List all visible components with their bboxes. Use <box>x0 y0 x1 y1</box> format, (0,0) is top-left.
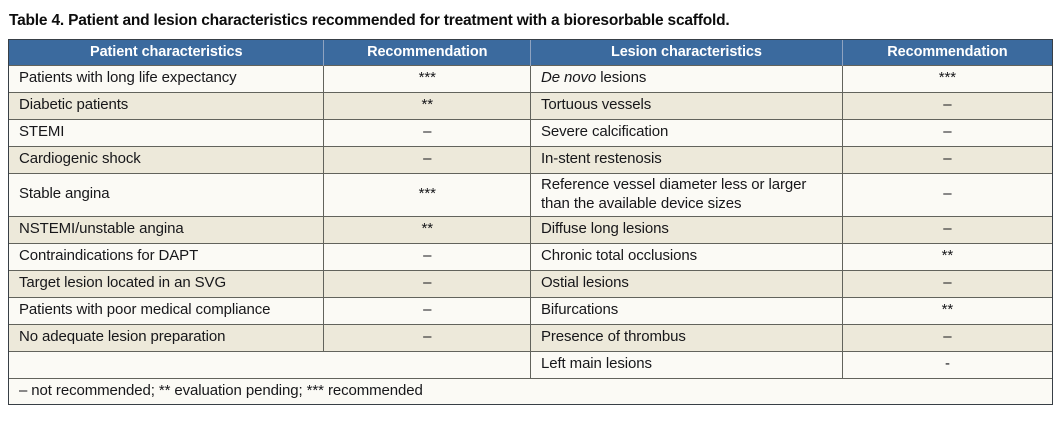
col-header-lesion-recommendation: Recommendation <box>841 40 1052 65</box>
lesion-cell: In-stent restenosis <box>529 145 843 173</box>
lesion-italic-text: De novo <box>540 69 597 87</box>
patient-rec-cell: – <box>323 118 531 146</box>
patient-cell: No adequate lesion preparation <box>9 323 324 351</box>
lesion-rec-cell: ** <box>841 242 1052 270</box>
table-row: No adequate lesion preparation – Presenc… <box>9 323 1052 351</box>
patient-cell: Diabetic patients <box>9 91 324 119</box>
col-header-lesion-characteristics: Lesion characteristics <box>529 40 843 65</box>
patient-cell: Patients with long life expectancy <box>9 64 324 92</box>
patient-cell: Contraindications for DAPT <box>9 242 324 270</box>
lesion-cell: Chronic total occlusions <box>529 242 843 270</box>
lesion-rec-cell: – <box>841 215 1052 243</box>
lesion-cell: Left main lesions <box>529 350 843 378</box>
lesion-cell: Reference vessel diameter less or larger… <box>529 172 843 216</box>
lesion-rec-cell: – <box>841 172 1052 216</box>
lesion-rec-cell: ** <box>841 296 1052 324</box>
lesion-cell: Tortuous vessels <box>529 91 843 119</box>
table-row: NSTEMI/unstable angina ** Diffuse long l… <box>9 215 1052 243</box>
patient-rec-cell: – <box>323 296 531 324</box>
footnote: – not recommended; ** evaluation pending… <box>9 377 1052 404</box>
patient-cell: NSTEMI/unstable angina <box>9 215 324 243</box>
patient-cell: STEMI <box>9 118 324 146</box>
col-header-patient-characteristics: Patient characteristics <box>9 40 324 65</box>
col-header-patient-recommendation: Recommendation <box>323 40 531 65</box>
lesion-rec-cell: – <box>841 145 1052 173</box>
table-row: Stable angina *** Reference vessel diame… <box>9 172 1052 216</box>
lesion-plain-text: lesions <box>596 69 647 87</box>
table-row: Patients with long life expectancy *** D… <box>9 64 1052 92</box>
patient-rec-cell: – <box>323 145 531 173</box>
patient-rec-cell: – <box>323 323 531 351</box>
table-row: Cardiogenic shock – In-stent restenosis … <box>9 145 1052 173</box>
patient-cell: Stable angina <box>9 172 324 216</box>
footnote-row: – not recommended; ** evaluation pending… <box>9 377 1052 404</box>
patient-rec-cell: ** <box>323 215 531 243</box>
patient-rec-cell: ** <box>323 91 531 119</box>
empty-patient-cell <box>9 350 531 378</box>
patient-rec-cell: – <box>323 242 531 270</box>
lesion-cell: Presence of thrombus <box>529 323 843 351</box>
lesion-rec-cell: – <box>841 118 1052 146</box>
lesion-cell: Severe calcification <box>529 118 843 146</box>
lesion-cell: Ostial lesions <box>529 269 843 297</box>
patient-rec-cell: – <box>323 269 531 297</box>
lesion-cell: De novo lesions <box>529 64 843 92</box>
patient-cell: Patients with poor medical compliance <box>9 296 324 324</box>
table4-wrapper: Patient characteristics Recommendation L… <box>8 39 1053 405</box>
lesion-rec-cell: *** <box>841 64 1052 92</box>
table-row: STEMI – Severe calcification – <box>9 118 1052 146</box>
header-row: Patient characteristics Recommendation L… <box>9 40 1052 65</box>
patient-rec-cell: *** <box>323 172 531 216</box>
table-row: Diabetic patients ** Tortuous vessels – <box>9 91 1052 119</box>
table-row: Target lesion located in an SVG – Ostial… <box>9 269 1052 297</box>
lesion-cell: Bifurcations <box>529 296 843 324</box>
table-row: Patients with poor medical compliance – … <box>9 296 1052 324</box>
table-row: Left main lesions - <box>9 350 1052 378</box>
table4: Patient characteristics Recommendation L… <box>9 40 1052 404</box>
lesion-rec-cell: – <box>841 269 1052 297</box>
table-row: Contraindications for DAPT – Chronic tot… <box>9 242 1052 270</box>
patient-rec-cell: *** <box>323 64 531 92</box>
lesion-cell: Diffuse long lesions <box>529 215 843 243</box>
lesion-rec-cell: - <box>841 350 1052 378</box>
lesion-rec-cell: – <box>841 323 1052 351</box>
patient-cell: Target lesion located in an SVG <box>9 269 324 297</box>
lesion-rec-cell: – <box>841 91 1052 119</box>
table-title: Table 4. Patient and lesion characterist… <box>9 12 730 29</box>
patient-cell: Cardiogenic shock <box>9 145 324 173</box>
